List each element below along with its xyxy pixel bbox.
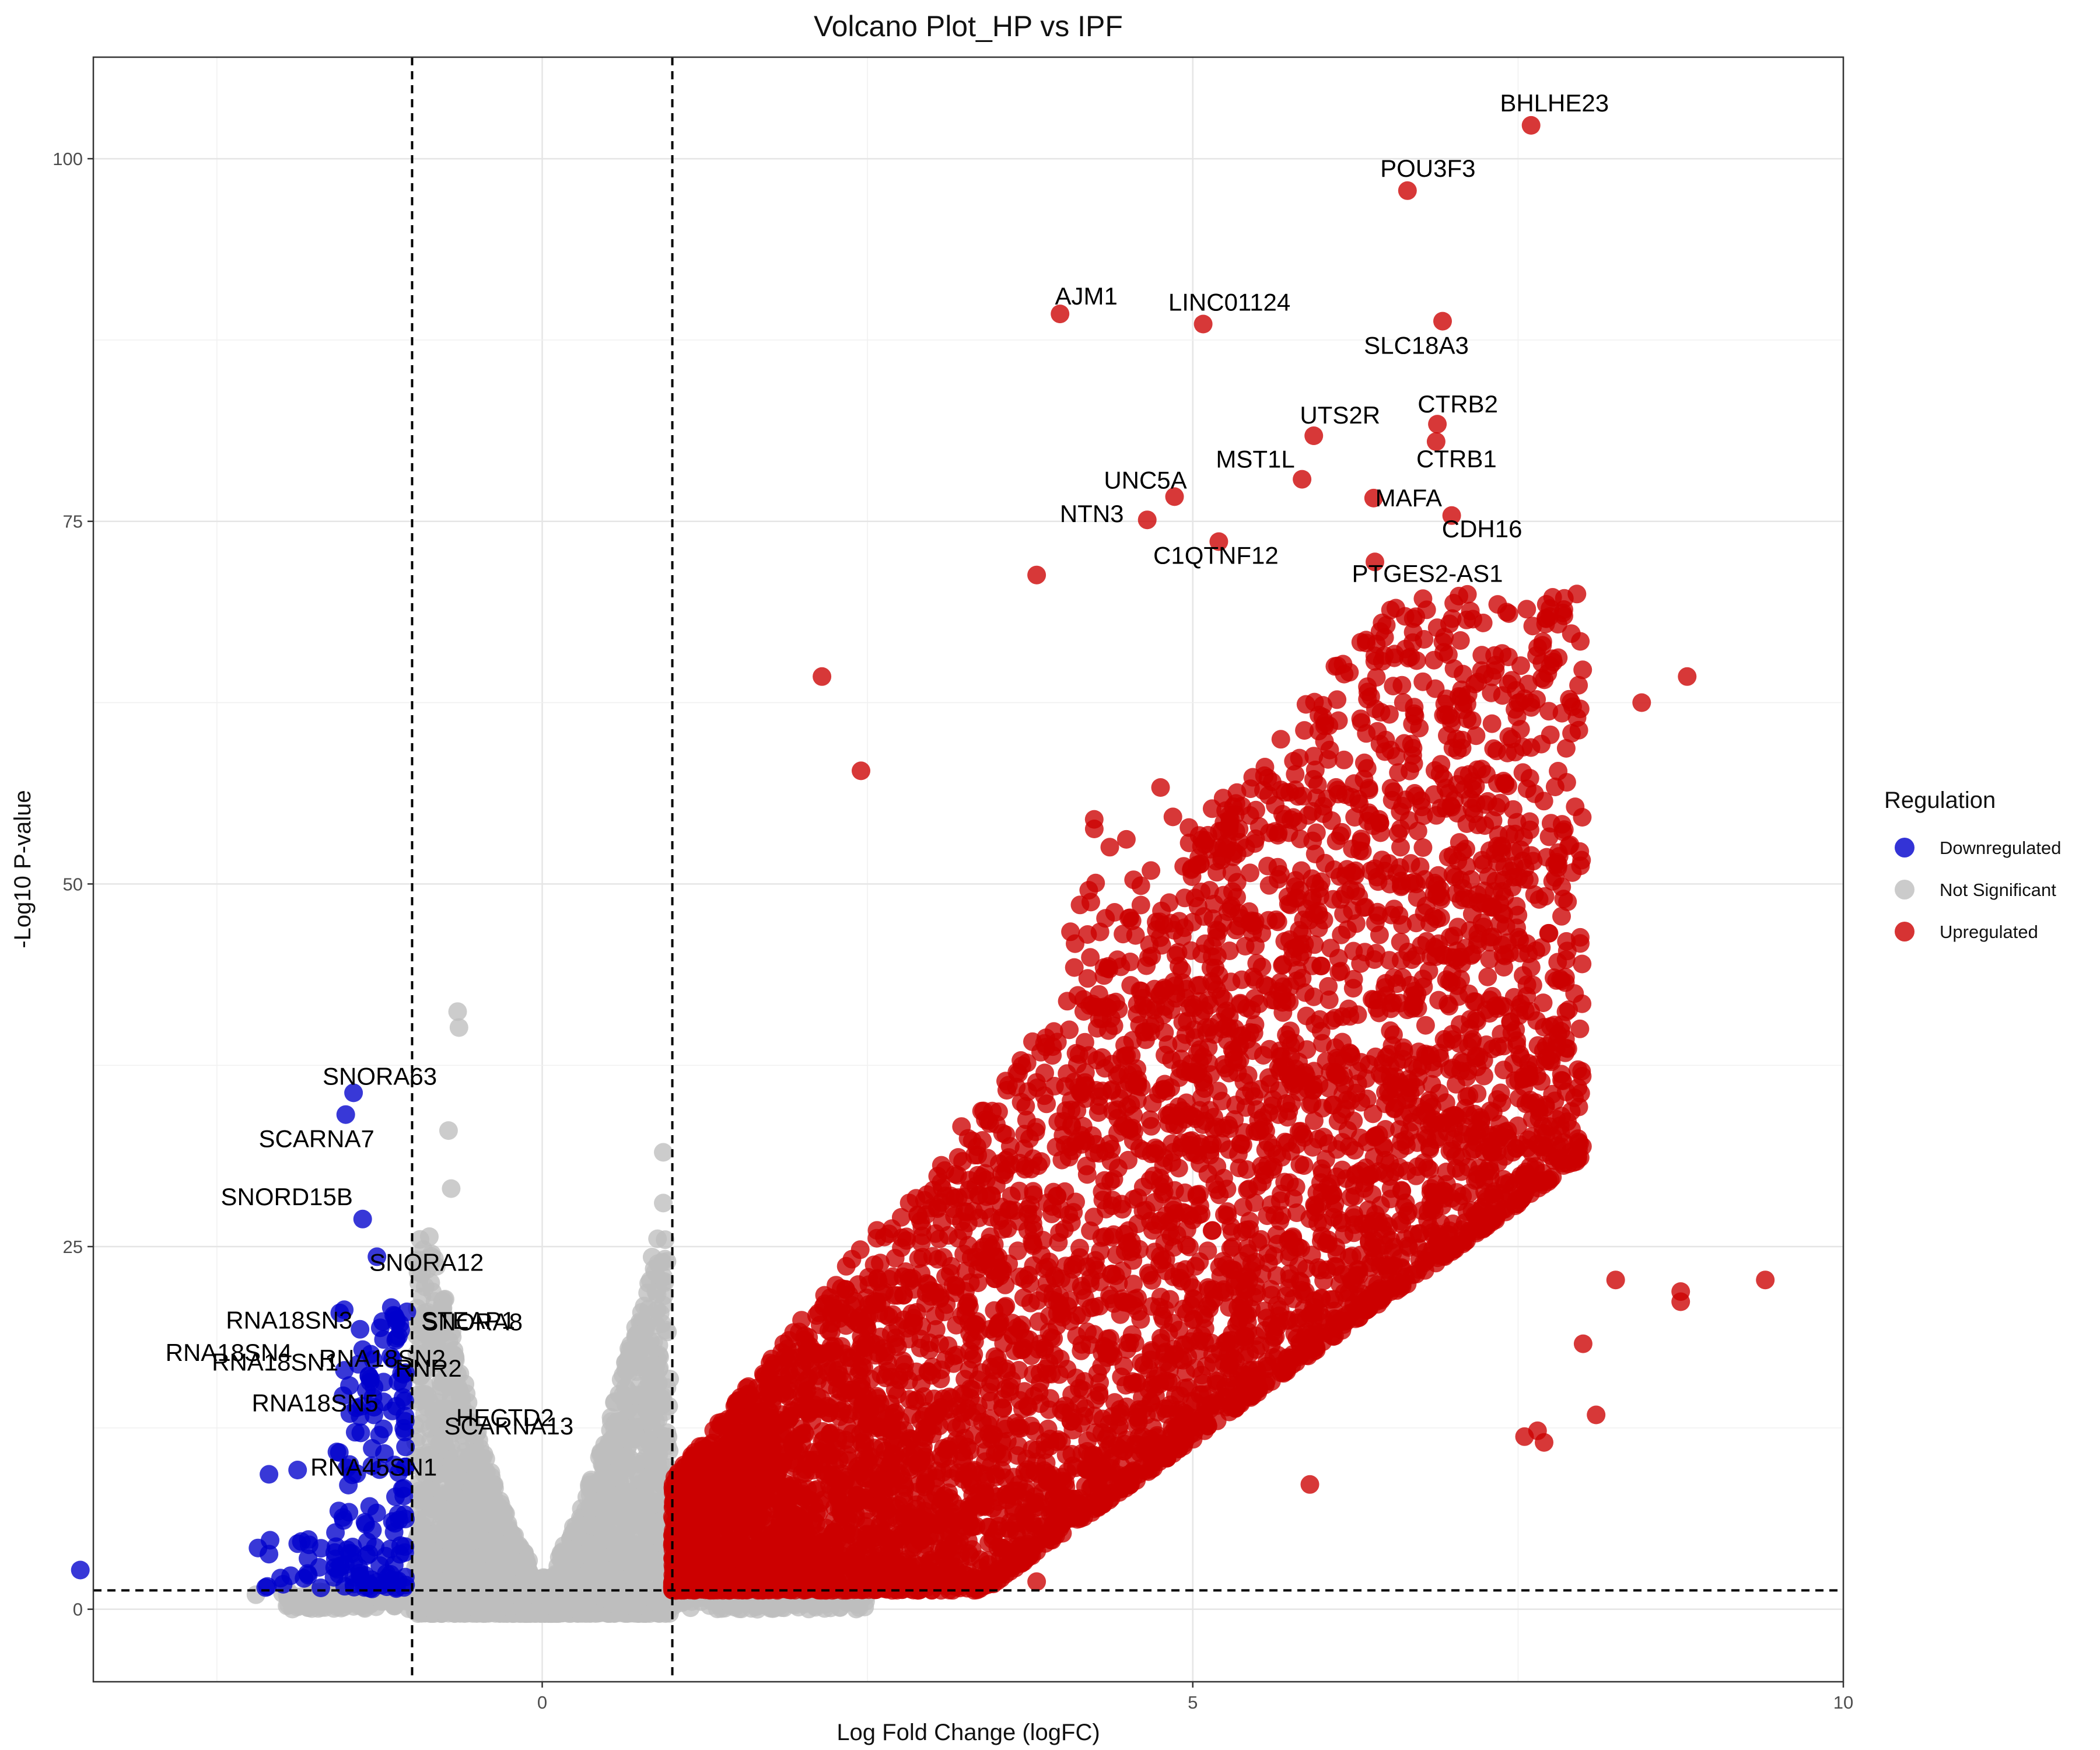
point-not-significant <box>281 1591 300 1610</box>
point-not-significant <box>580 1514 599 1534</box>
point-not-significant <box>442 1179 461 1198</box>
point-not-significant <box>598 1590 617 1609</box>
point-labeled-gene <box>336 1105 355 1124</box>
chart-title: Volcano Plot_HP vs IPF <box>814 10 1123 43</box>
point-downregulated <box>260 1465 279 1484</box>
point-downregulated <box>384 1522 404 1542</box>
point-not-significant <box>557 1546 576 1566</box>
point-labeled-gene <box>370 1426 389 1445</box>
point-not-significant <box>621 1551 640 1570</box>
point-not-significant <box>444 1485 463 1504</box>
point-not-significant <box>442 1454 461 1473</box>
point-downregulated <box>351 1423 370 1443</box>
point-downregulated <box>338 1540 357 1559</box>
point-not-significant <box>493 1583 512 1602</box>
point-not-significant <box>498 1535 517 1555</box>
point-not-significant <box>415 1539 434 1559</box>
point-downregulated <box>358 1532 377 1552</box>
point-not-significant <box>643 1420 663 1439</box>
point-downregulated <box>393 1479 412 1499</box>
point-not-significant <box>607 1462 626 1482</box>
point-downregulated <box>260 1545 279 1564</box>
point-not-significant <box>470 1565 489 1584</box>
point-not-significant <box>609 1446 628 1465</box>
point-not-significant <box>652 1314 671 1333</box>
point-not-significant <box>512 1598 531 1617</box>
point-downregulated <box>381 1539 400 1559</box>
point-not-significant <box>639 1335 658 1354</box>
point-not-significant <box>592 1443 610 1462</box>
point-not-significant <box>568 1595 586 1614</box>
not-significant-points <box>246 1002 877 1623</box>
point-not-significant <box>660 1441 679 1460</box>
point-not-significant <box>583 1493 602 1513</box>
point-labeled-gene <box>353 1209 372 1228</box>
point-not-significant <box>654 1194 673 1213</box>
point-upregulated <box>1280 1173 1299 1192</box>
point-not-significant <box>654 1143 673 1162</box>
point-not-significant <box>625 1424 645 1443</box>
point-not-significant <box>462 1548 481 1567</box>
point-not-significant <box>442 1537 461 1556</box>
point-not-significant <box>617 1530 636 1549</box>
point-not-significant <box>420 1227 439 1246</box>
point-labeled-gene <box>351 1320 370 1339</box>
point-not-significant <box>499 1555 518 1574</box>
point-not-significant <box>421 1564 439 1583</box>
point-downregulated <box>367 1503 386 1522</box>
point-downregulated <box>288 1461 307 1479</box>
point-not-significant <box>514 1562 534 1581</box>
point-not-significant <box>482 1478 502 1497</box>
point-upregulated <box>1335 750 1353 769</box>
point-not-significant <box>646 1356 666 1376</box>
point-not-significant <box>415 1404 434 1423</box>
point-upregulated <box>1482 714 1502 733</box>
point-not-significant <box>634 1472 653 1492</box>
point-downregulated <box>312 1539 331 1558</box>
point-downregulated <box>71 1560 90 1580</box>
point-not-significant <box>617 1361 636 1380</box>
point-not-significant <box>652 1389 671 1408</box>
point-not-significant <box>638 1283 657 1303</box>
point-not-significant <box>620 1595 639 1615</box>
point-not-significant <box>592 1531 611 1550</box>
point-not-significant <box>448 1002 467 1021</box>
point-labeled-gene <box>397 1302 416 1321</box>
point-downregulated <box>394 1419 414 1438</box>
point-downregulated <box>258 1577 277 1596</box>
point-downregulated <box>345 1577 363 1597</box>
point-not-significant <box>626 1404 645 1423</box>
point-labeled-gene <box>393 1388 412 1407</box>
point-downregulated <box>331 1556 350 1576</box>
point-not-significant <box>643 1441 662 1460</box>
point-not-significant <box>486 1517 505 1536</box>
point-not-significant <box>630 1510 649 1529</box>
point-not-significant <box>467 1530 486 1549</box>
point-not-significant <box>646 1263 665 1282</box>
point-not-significant <box>468 1490 487 1510</box>
point-not-significant <box>449 1018 468 1037</box>
point-upregulated <box>1494 1060 1513 1080</box>
point-not-significant <box>609 1486 628 1505</box>
point-upregulated <box>1521 738 1541 757</box>
point-downregulated <box>362 1570 381 1590</box>
point-upregulated <box>842 1250 862 1269</box>
point-not-significant <box>610 1385 629 1404</box>
point-downregulated <box>394 1578 414 1597</box>
point-not-significant <box>429 1496 448 1515</box>
point-not-significant <box>604 1560 624 1579</box>
point-not-significant <box>439 1121 458 1140</box>
point-downregulated <box>329 1502 348 1521</box>
point-upregulated <box>1343 979 1363 998</box>
